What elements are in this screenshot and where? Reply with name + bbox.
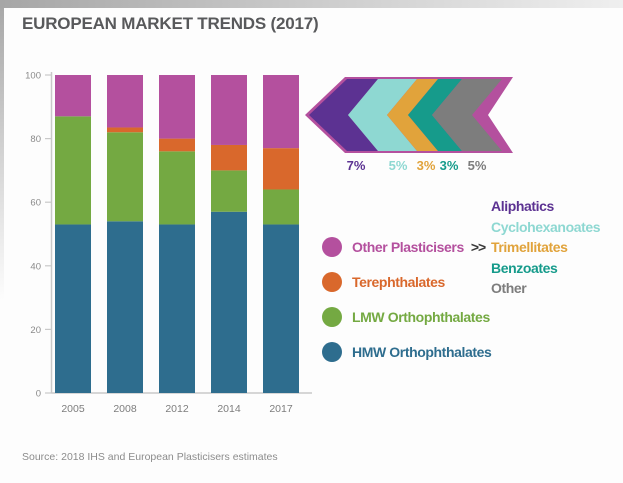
legend-label: Terephthalates [352,273,445,290]
bar-segment-other-plasticisers [55,75,91,117]
plasticiser-type-label: Trimellitates [491,239,568,255]
bar-segment-lmw-orthophthalates [55,116,91,225]
x-category-label: 2005 [61,403,85,415]
y-tick-label: 0 [36,389,41,400]
bar-segment-other-plasticisers [107,75,143,128]
legend-swatch [322,306,342,327]
legend-item: HMW Orthophthalates [322,341,492,362]
bar-segment-lmw-orthophthalates [263,189,299,225]
arrow-pct-label: 5% [389,158,408,173]
legend-label: LMW Orthophthalates [352,308,490,325]
bar-segment-lmw-orthophthalates [107,132,143,222]
bar-segment-lmw-orthophthalates [159,151,195,225]
x-category-label: 2014 [217,403,241,415]
bar-segment-other-plasticisers [263,75,299,149]
plasticiser-type-label: Aliphatics [491,198,554,214]
legend-label: Other Plasticisers [352,238,464,255]
bar-segment-hmw-orthophthalates [159,224,195,393]
legend-breakdown-pointer: >> [470,238,486,255]
legend-item: Other Plasticisers >> [322,236,491,257]
arrow-segment-aliphatics [309,79,378,151]
bar-segment-terephthalates [107,127,143,133]
source-note: Source: 2018 IHS and European Plasticise… [22,451,278,463]
top-edge-shadow [0,0,623,8]
plasticiser-type-label: Cyclohexanoates [491,218,601,235]
axes: 0 20 40 60 80 100 2005 2008 2012 2014 2017 [25,71,312,415]
arrow-pct-label: 3% [417,158,436,173]
y-tick-label: 100 [25,71,41,82]
arrow-segment-other [432,79,502,151]
bar-series [55,75,299,393]
arrow-pct-label: 7% [347,158,366,173]
y-tick-label: 60 [30,198,41,209]
bar-segment-other-plasticisers [159,75,195,139]
bar-segment-hmw-orthophthalates [211,211,247,393]
plasticiser-breakdown-arrow: 7% 5% 3% 3% 5% [305,77,513,173]
bar-segment-terephthalates [211,144,247,171]
legend-swatch [322,271,342,292]
x-category-label: 2017 [269,403,293,415]
legend-label: HMW Orthophthalates [352,343,492,360]
bar-segment-lmw-orthophthalates [211,170,247,212]
legend-swatch [322,236,342,257]
chart-title: EUROPEAN MARKET TRENDS (2017) [22,14,319,33]
chart-legend: Other Plasticisers >> Terephthalates LMW Or… [322,236,492,376]
y-tick-label: 80 [30,134,41,145]
arrow-segment-benzoates [408,79,462,151]
bar-segment-hmw-orthophthalates [55,224,91,393]
bar-segment-other-plasticisers [211,75,247,145]
bar-segment-terephthalates [159,138,195,152]
legend-item: LMW Orthophthalates [322,306,491,327]
bar-segment-terephthalates [263,148,299,190]
arrow-segment-trimellitates [387,79,438,151]
other-plasticisers-breakdown-list: Aliphatics Cyclohexanoates Trimellitates Be… [491,196,601,299]
bar-segment-hmw-orthophthalates [107,221,143,393]
plasticiser-type-label: Benzoates [491,259,558,276]
bar-segment-hmw-orthophthalates [263,224,299,393]
legend-swatch [322,341,342,362]
plasticiser-type-label: Other [491,280,527,296]
legend-item: Terephthalates [322,271,491,292]
arrow-pct-label: 3% [440,158,459,173]
x-category-label: 2012 [165,403,189,415]
arrow-pct-label: 5% [468,158,487,173]
y-tick-label: 20 [30,325,41,336]
left-edge-shadow [0,0,4,300]
arrow-segment-cyclohexanoates [348,79,417,151]
x-category-label: 2008 [113,403,137,415]
y-tick-label: 40 [30,261,41,272]
